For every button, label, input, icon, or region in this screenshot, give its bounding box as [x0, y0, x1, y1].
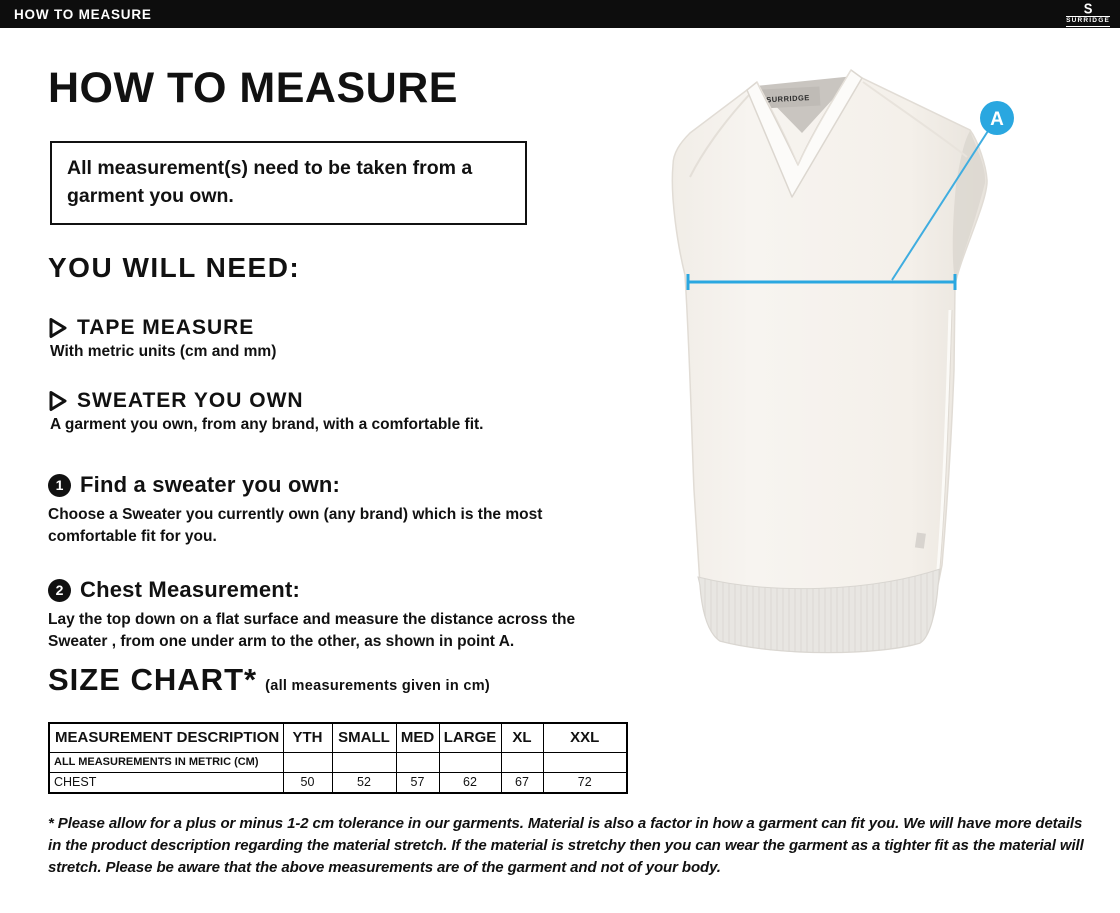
column-header: XL [500, 722, 544, 753]
side-piping-edge [938, 309, 953, 581]
tolerance-footnote: * Please allow for a plus or minus 1-2 c… [48, 815, 1084, 876]
need-item-tape-measure: TAPE MEASURE With metric units (cm and m… [48, 316, 276, 361]
column-header: XXL [542, 722, 628, 753]
size-chart-table: MEASUREMENT DESCRIPTION YTH SMALL MED LA… [48, 722, 628, 794]
need-item-label: TAPE MEASURE [77, 316, 255, 339]
need-item-sweater: SWEATER YOU OWN A garment you own, from … [48, 389, 483, 434]
seam-line [689, 94, 750, 178]
play-triangle-icon [49, 318, 67, 338]
table-row-metric-note: ALL MEASUREMENTS IN METRIC (CM) [48, 751, 628, 773]
table-cell [395, 751, 440, 773]
surridge-logo[interactable]: S SURRIDGE [1066, 2, 1110, 27]
step-description: Choose a Sweater you currently own (any … [48, 506, 543, 545]
column-header: YTH [282, 722, 333, 753]
collar-inner-edge [756, 69, 852, 167]
page-title: HOW TO MEASURE [48, 64, 458, 112]
table-cell: 67 [500, 771, 544, 794]
armhole-shadow [952, 131, 986, 281]
table-cell [331, 751, 397, 773]
table-cell: 57 [395, 771, 440, 794]
need-item-label: SWEATER YOU OWN [77, 389, 304, 412]
surridge-logo-text: SURRIDGE [1066, 16, 1110, 27]
top-bar: HOW TO MEASURE S SURRIDGE [0, 0, 1120, 28]
table-cell: 72 [542, 771, 628, 794]
measurement-notice-box: All measurement(s) need to be taken from… [50, 141, 527, 226]
size-chart-heading: SIZE CHART* (all measurements given in c… [48, 662, 490, 698]
point-a-marker: A [980, 101, 1014, 135]
column-header: LARGE [438, 722, 502, 753]
table-cell: 52 [331, 771, 397, 794]
neck-label-tag: SURRIDGE [761, 86, 821, 109]
top-bar-title: HOW TO MEASURE [14, 6, 152, 22]
neck-label-text: SURRIDGE [766, 93, 810, 104]
table-cell [542, 751, 628, 773]
row-label: ALL MEASUREMENTS IN METRIC (CM) [48, 751, 284, 773]
sweater-svg: SURRIDGE A [671, 69, 1014, 654]
table-cell: 62 [438, 771, 502, 794]
size-chart-subtitle: (all measurements given in cm) [265, 678, 491, 694]
size-chart-title: SIZE CHART* [48, 662, 258, 697]
step-2: 2 Chest Measurement: Lay the top down on… [48, 577, 593, 653]
column-header: MED [395, 722, 440, 753]
point-a-label: A [990, 109, 1004, 130]
play-triangle-icon [49, 391, 67, 411]
side-tag [914, 532, 926, 549]
need-item-description: A garment you own, from any brand, with … [50, 416, 484, 433]
column-header: MEASUREMENT DESCRIPTION [48, 722, 284, 753]
size-chart-header-row: MEASUREMENT DESCRIPTION YTH SMALL MED LA… [48, 722, 628, 753]
table-cell [438, 751, 502, 773]
need-item-description: With metric units (cm and mm) [50, 343, 277, 360]
row-label: CHEST [48, 771, 284, 794]
surridge-s-icon: S [1083, 0, 1093, 17]
column-header: SMALL [331, 722, 397, 753]
chest-measurement-line [686, 130, 989, 290]
step-number-badge: 1 [48, 473, 71, 497]
step-number-badge: 2 [48, 578, 71, 602]
step-title: Find a sweater you own: [80, 472, 341, 497]
step-1: 1 Find a sweater you own: Choose a Sweat… [48, 472, 593, 548]
table-cell [500, 751, 544, 773]
step-description: Lay the top down on a flat surface and m… [48, 611, 576, 650]
hem-band-ribs [698, 569, 940, 653]
side-piping [935, 309, 952, 581]
step-title: Chest Measurement: [80, 577, 300, 602]
sweater-illustration: SURRIDGE A [620, 65, 1020, 675]
table-cell [282, 751, 333, 773]
table-row-chest: CHEST 50 52 57 62 67 72 [48, 771, 628, 794]
table-cell: 50 [282, 771, 333, 794]
seam-line [862, 81, 968, 158]
you-will-need-heading: YOU WILL NEED: [48, 252, 301, 283]
